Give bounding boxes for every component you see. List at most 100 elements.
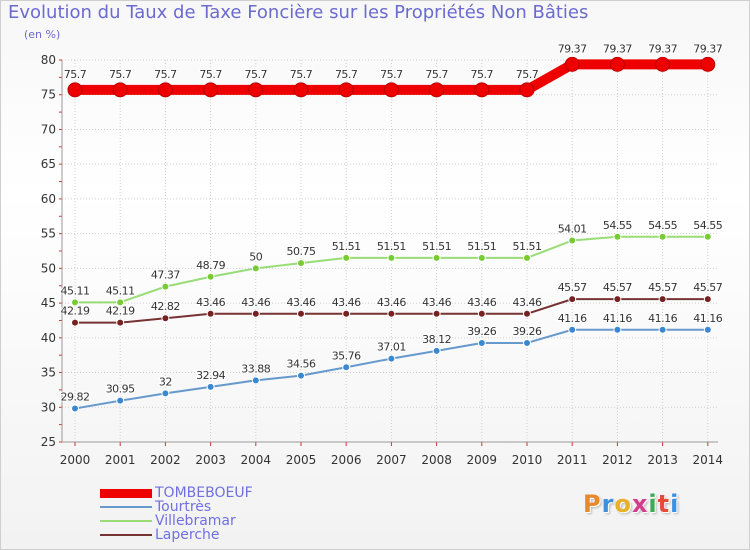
data-point-tourtr-s	[116, 396, 125, 405]
data-label-tombeboeuf: 75.7	[245, 68, 268, 81]
y-tick-label: 35	[41, 366, 56, 380]
data-point-villebramar	[658, 232, 667, 241]
x-tick-label: 2012	[602, 453, 633, 467]
data-label-tourtr-s: 39.26	[513, 325, 542, 338]
data-point-villebramar	[523, 253, 531, 262]
data-point-tombeboeuf	[383, 82, 399, 98]
y-tick-label: 40	[41, 331, 56, 345]
data-label-tombeboeuf: 75.7	[471, 68, 494, 81]
data-label-villebramar: 51.51	[467, 240, 496, 253]
data-point-laperche	[658, 295, 667, 304]
data-label-villebramar: 45.11	[61, 284, 90, 297]
data-point-tombeboeuf	[293, 82, 309, 98]
chart-title: Evolution du Taux de Taxe Foncière sur l…	[8, 2, 589, 23]
data-label-villebramar: 51.51	[422, 240, 451, 253]
data-point-laperche	[523, 309, 531, 318]
y-tick-label: 65	[41, 157, 56, 171]
data-label-tombeboeuf: 79.37	[693, 42, 722, 55]
data-point-laperche	[251, 309, 260, 318]
x-tick-label: 2003	[195, 453, 226, 467]
data-label-tourtr-s: 33.88	[241, 362, 270, 375]
y-tick-label: 45	[41, 296, 56, 310]
proxiti-logo: Proxiti	[583, 490, 679, 518]
legend-item: TOMBEBOEUF	[100, 486, 253, 500]
y-tick-label: 75	[41, 88, 56, 102]
data-point-laperche	[387, 309, 396, 318]
data-label-laperche: 43.46	[287, 296, 316, 309]
x-tick-label: 2008	[421, 453, 452, 467]
data-point-tombeboeuf	[67, 82, 83, 98]
data-label-tourtr-s: 32	[159, 375, 172, 388]
x-tick-label: 2013	[647, 453, 678, 467]
data-label-villebramar: 51.51	[332, 240, 361, 253]
y-tick-label: 50	[41, 261, 56, 275]
x-tick-label: 2000	[60, 453, 91, 467]
data-point-villebramar	[613, 232, 622, 241]
data-point-tourtr-s	[568, 325, 577, 334]
data-label-tombeboeuf: 75.7	[290, 68, 313, 81]
data-point-tourtr-s	[297, 371, 305, 380]
data-point-villebramar	[387, 253, 396, 262]
data-point-tombeboeuf	[564, 56, 580, 72]
data-point-tourtr-s	[432, 346, 441, 355]
y-tick-label: 80	[41, 53, 56, 67]
data-point-villebramar	[161, 282, 170, 291]
data-point-laperche	[477, 309, 486, 318]
data-point-tombeboeuf	[338, 82, 354, 98]
data-point-villebramar	[251, 264, 260, 273]
x-tick-label: 2014	[693, 453, 724, 467]
data-label-villebramar: 50	[249, 250, 262, 263]
data-label-villebramar: 54.55	[603, 219, 632, 232]
x-tick-label: 2001	[105, 453, 136, 467]
data-point-tourtr-s	[71, 404, 79, 413]
data-label-villebramar: 54.55	[648, 219, 677, 232]
data-point-villebramar	[703, 232, 712, 241]
data-point-tombeboeuf	[429, 82, 445, 98]
y-tick-label: 70	[41, 122, 56, 136]
x-tick-label: 2010	[512, 453, 543, 467]
data-label-tourtr-s: 37.01	[377, 341, 406, 354]
x-tick-label: 2004	[241, 453, 272, 467]
chart-legend: TOMBEBOEUF Tourtrès Villebramar Laperche	[100, 486, 253, 542]
data-label-laperche: 42.82	[151, 300, 180, 313]
logo-letter: o	[614, 490, 632, 518]
data-label-laperche: 43.46	[196, 296, 225, 309]
data-point-tourtr-s	[613, 325, 622, 334]
data-label-villebramar: 51.51	[377, 240, 406, 253]
data-label-laperche: 43.46	[513, 296, 542, 309]
data-label-tombeboeuf: 75.7	[154, 68, 177, 81]
data-point-tourtr-s	[161, 389, 170, 398]
data-label-tourtr-s: 32.94	[196, 369, 225, 382]
x-tick-label: 2007	[376, 453, 407, 467]
data-point-villebramar	[297, 259, 305, 268]
y-tick-label: 55	[41, 227, 56, 241]
y-tick-label: 25	[41, 435, 56, 449]
data-point-laperche	[568, 295, 577, 304]
data-label-tombeboeuf: 79.37	[603, 42, 632, 55]
data-label-villebramar: 50.75	[287, 245, 316, 258]
data-label-tourtr-s: 35.76	[332, 349, 361, 362]
data-label-laperche: 43.46	[241, 296, 270, 309]
data-label-tombeboeuf: 79.37	[648, 42, 677, 55]
data-label-tombeboeuf: 75.7	[109, 68, 132, 81]
data-point-villebramar	[477, 253, 486, 262]
data-label-laperche: 45.57	[648, 281, 677, 294]
data-label-tourtr-s: 29.82	[61, 391, 90, 404]
logo-letter: P	[583, 490, 602, 518]
data-point-tourtr-s	[206, 382, 215, 391]
data-label-tombeboeuf: 75.7	[380, 68, 403, 81]
x-tick-label: 2009	[467, 453, 498, 467]
data-point-villebramar	[71, 298, 79, 307]
data-point-tombeboeuf	[112, 82, 128, 98]
data-label-laperche: 43.46	[422, 296, 451, 309]
x-tick-label: 2002	[150, 453, 181, 467]
data-label-laperche: 45.57	[693, 281, 722, 294]
x-tick-label: 2005	[286, 453, 317, 467]
data-point-tourtr-s	[342, 363, 351, 372]
legend-label: Villebramar	[155, 513, 236, 529]
data-point-tourtr-s	[251, 376, 260, 385]
data-point-laperche	[206, 309, 215, 318]
y-tick-label: 60	[41, 192, 56, 206]
data-point-tombeboeuf	[655, 56, 671, 72]
